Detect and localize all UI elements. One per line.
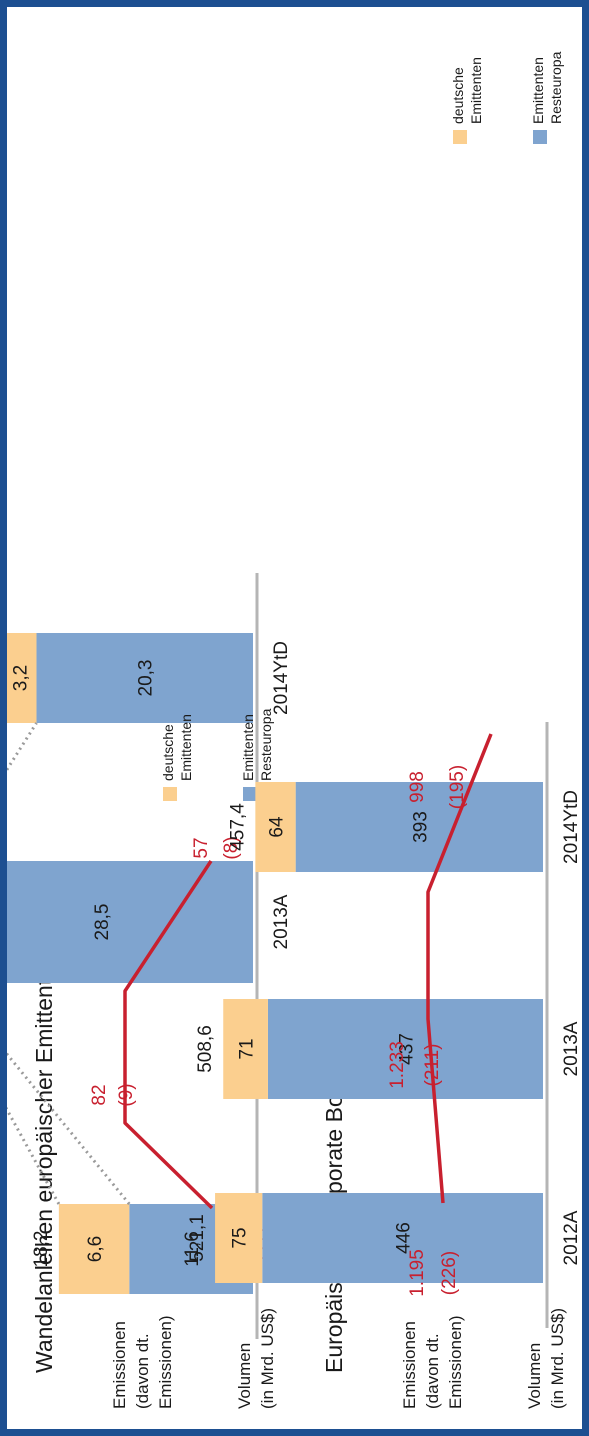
chart-title: Wandelanleihen europäischer Emittenten bbox=[31, 953, 57, 1373]
row-label-emissionen: Emissionen) bbox=[446, 1315, 465, 1409]
legend-label: deutsche bbox=[450, 67, 466, 124]
row-label-emissionen: (davon dt. bbox=[133, 1333, 152, 1409]
bar-label-deutsche: 71 bbox=[237, 1038, 258, 1059]
emissionen-line bbox=[426, 733, 493, 1204]
legend-swatch bbox=[533, 130, 547, 144]
emissionen-value: 1.233 bbox=[387, 1041, 408, 1089]
legend-label: Resteuropa bbox=[258, 708, 274, 781]
legend-label: Emittenten bbox=[530, 57, 546, 124]
bar-deutsche bbox=[215, 1193, 263, 1283]
chart-svg: Wandelanleihen europäischer Emittenten Em… bbox=[0, 51, 582, 1409]
rotated-canvas: Wandelanleihen europäischer Emittenten Em… bbox=[0, 7, 582, 1429]
bar-label-resteuropa: 393 bbox=[410, 811, 431, 843]
legend-swatch bbox=[243, 787, 257, 801]
bar-label-resteuropa: 28,5 bbox=[92, 904, 113, 941]
bar-label-resteuropa: 11,6 bbox=[182, 1231, 203, 1267]
bar-resteuropa bbox=[262, 1193, 543, 1283]
legend-label: Resteuropa bbox=[548, 51, 564, 124]
bar-label-deutsche: 64 bbox=[266, 816, 287, 838]
connector-dotted-line bbox=[0, 982, 131, 1205]
row-label-emissionen: (davon dt. bbox=[423, 1333, 442, 1409]
x-tick-label: 2014YtD bbox=[271, 641, 292, 715]
bar-label-deutsche: 75 bbox=[230, 1227, 251, 1248]
row-label-volumen: Volumen bbox=[525, 1343, 544, 1409]
legend-label: Emittenten bbox=[178, 714, 194, 781]
bar-resteuropa bbox=[267, 999, 543, 1099]
bar-label-deutsche: 3,2 bbox=[10, 665, 31, 691]
emissionen-value: 82 bbox=[89, 1084, 110, 1105]
emissionen-value: 57 bbox=[191, 837, 212, 858]
legend-label: Emittenten bbox=[240, 714, 256, 781]
emissionen-line bbox=[123, 860, 214, 1210]
x-tick-label: 2013A bbox=[561, 1021, 582, 1076]
emissionen-value: 998 bbox=[407, 771, 428, 803]
bar-label-resteuropa: 446 bbox=[394, 1222, 415, 1254]
legend-swatch bbox=[453, 130, 467, 144]
bar-total-label: 457,4 bbox=[227, 803, 248, 851]
bar-total-label: 521,1 bbox=[187, 1214, 208, 1262]
bar-resteuropa bbox=[0, 861, 253, 983]
bar-deutsche bbox=[2, 633, 37, 723]
connector-dotted-line bbox=[0, 982, 61, 1205]
row-label-emissionen: Emissionen bbox=[400, 1321, 419, 1409]
bar-deutsche bbox=[255, 782, 296, 872]
row-label-volumen: Volumen bbox=[235, 1343, 254, 1409]
x-tick-label: 2012A bbox=[561, 1210, 582, 1265]
row-label-emissionen: Emissionen) bbox=[156, 1315, 175, 1409]
legend-label: deutsche bbox=[160, 724, 176, 781]
emissionen-davon-value: (211) bbox=[422, 1044, 443, 1087]
emissionen-value: 1.195 bbox=[407, 1249, 428, 1297]
emissionen-davon-value: (195) bbox=[447, 765, 468, 809]
bar-resteuropa bbox=[295, 782, 544, 872]
bar-deutsche bbox=[223, 999, 268, 1099]
x-tick-label: 2014YtD bbox=[561, 790, 582, 864]
bar-label-deutsche: 6,6 bbox=[85, 1236, 106, 1262]
row-label-emissionen: Emissionen bbox=[110, 1321, 129, 1409]
bar-label-resteuropa: 20,3 bbox=[136, 660, 157, 697]
row-label-volumen: (in Mrd. US$) bbox=[258, 1308, 277, 1409]
emissionen-davon-value: (9) bbox=[116, 1083, 137, 1106]
connector-dotted-line bbox=[0, 722, 38, 862]
legend-label: Emittenten bbox=[468, 57, 484, 124]
bar-resteuropa bbox=[36, 633, 254, 723]
bar-total-label: 508,6 bbox=[195, 1025, 216, 1073]
emissionen-davon-value: (8) bbox=[221, 836, 242, 859]
legend-swatch bbox=[163, 787, 177, 801]
bar-label-resteuropa: 437 bbox=[396, 1033, 417, 1065]
row-label-volumen: (in Mrd. US$) bbox=[548, 1308, 567, 1409]
emissionen-davon-value: (226) bbox=[439, 1251, 460, 1295]
bar-total-label: 18,2 bbox=[31, 1231, 52, 1268]
bar-deutsche bbox=[58, 1204, 130, 1294]
x-tick-label: 2013A bbox=[271, 894, 292, 949]
